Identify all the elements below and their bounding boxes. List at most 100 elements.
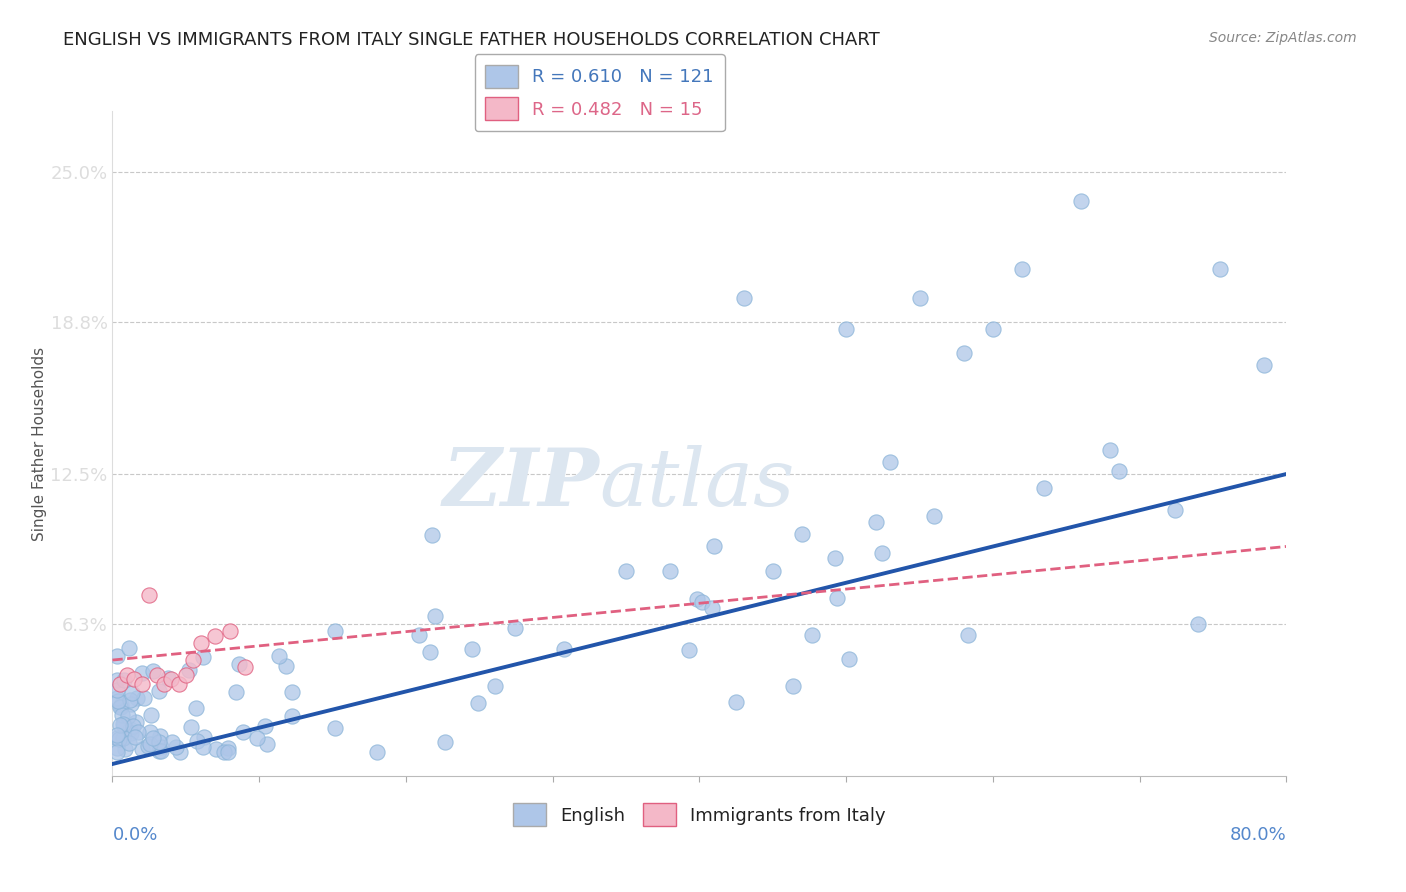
Point <box>108 699 131 714</box>
Point <box>118 736 141 750</box>
Point <box>957 628 980 642</box>
Y-axis label: Single Father Households: Single Father Households <box>32 347 46 541</box>
Point <box>467 696 489 710</box>
Point <box>232 724 254 739</box>
Point <box>125 691 148 706</box>
Point <box>690 595 713 609</box>
Point <box>111 731 134 745</box>
Point <box>105 731 128 746</box>
Text: ENGLISH VS IMMIGRANTS FROM ITALY SINGLE FATHER HOUSEHOLDS CORRELATION CHART: ENGLISH VS IMMIGRANTS FROM ITALY SINGLE … <box>63 31 880 49</box>
Point <box>323 721 346 735</box>
Point <box>659 564 682 578</box>
Point <box>281 709 304 723</box>
Point <box>105 648 128 663</box>
Point <box>366 745 388 759</box>
Point <box>127 725 149 739</box>
Point <box>111 708 134 723</box>
Point <box>139 708 162 723</box>
Point <box>167 677 190 691</box>
Point <box>193 731 215 745</box>
Point <box>762 564 785 578</box>
Point <box>1032 481 1054 495</box>
Point <box>553 642 575 657</box>
Point <box>217 745 239 759</box>
Point <box>132 691 155 706</box>
Point <box>281 685 304 699</box>
Point <box>1187 617 1209 632</box>
Point <box>169 745 191 759</box>
Point <box>180 720 202 734</box>
Point <box>110 700 132 714</box>
Point <box>792 527 814 541</box>
Point <box>782 679 804 693</box>
Point <box>323 624 346 638</box>
Point <box>908 291 931 305</box>
Point <box>801 628 824 642</box>
Point <box>1163 502 1185 516</box>
Point <box>184 701 207 715</box>
Point <box>181 653 204 667</box>
Point <box>138 588 160 602</box>
Point <box>121 719 143 733</box>
Point <box>420 528 443 542</box>
Point <box>423 609 446 624</box>
Text: atlas: atlas <box>600 445 794 523</box>
Point <box>105 729 128 743</box>
Point <box>484 679 506 693</box>
Point <box>219 624 242 638</box>
Point <box>204 742 226 756</box>
Point <box>131 742 153 756</box>
Legend: English, Immigrants from Italy: English, Immigrants from Italy <box>506 796 893 833</box>
Point <box>136 739 159 753</box>
Point <box>1253 358 1275 372</box>
Point <box>149 744 172 758</box>
Point <box>149 729 172 743</box>
Point <box>117 708 139 723</box>
Text: Source: ZipAtlas.com: Source: ZipAtlas.com <box>1209 31 1357 45</box>
Point <box>1011 261 1033 276</box>
Point <box>124 730 146 744</box>
Point <box>233 660 256 674</box>
Point <box>191 740 214 755</box>
Point <box>124 673 146 687</box>
Point <box>105 673 128 687</box>
Point <box>115 667 138 681</box>
Point <box>112 673 135 688</box>
Point <box>160 735 183 749</box>
Point <box>174 667 197 681</box>
Point <box>245 731 267 745</box>
Point <box>190 636 212 650</box>
Point <box>120 725 142 739</box>
Point <box>108 677 131 691</box>
Point <box>150 740 173 755</box>
Point <box>204 629 226 643</box>
Text: 80.0%: 80.0% <box>1230 826 1286 844</box>
Point <box>614 564 637 578</box>
Point <box>145 667 167 681</box>
Point <box>212 745 235 759</box>
Point <box>107 694 129 708</box>
Point <box>254 719 277 733</box>
Point <box>114 742 136 756</box>
Point <box>118 641 141 656</box>
Point <box>700 600 723 615</box>
Point <box>865 516 887 530</box>
Point <box>703 540 725 554</box>
Point <box>879 455 901 469</box>
Point <box>685 591 707 606</box>
Text: 0.0%: 0.0% <box>112 826 157 844</box>
Point <box>157 671 180 685</box>
Point <box>678 643 700 657</box>
Point <box>111 716 134 731</box>
Point <box>824 550 846 565</box>
Point <box>111 731 134 746</box>
Point <box>148 683 170 698</box>
Point <box>274 658 297 673</box>
Point <box>108 732 131 747</box>
Point <box>165 740 187 755</box>
Point <box>138 724 160 739</box>
Point <box>112 718 135 732</box>
Point <box>125 714 148 729</box>
Point <box>733 291 755 305</box>
Point <box>1099 442 1122 457</box>
